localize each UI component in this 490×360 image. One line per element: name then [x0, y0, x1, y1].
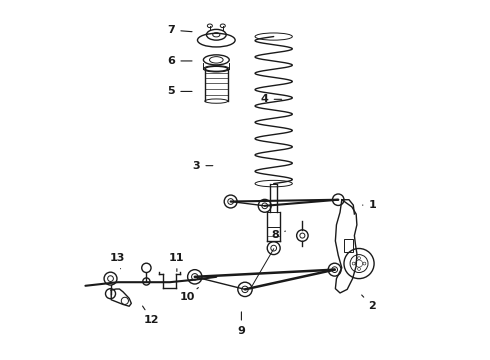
Text: 12: 12: [143, 306, 160, 325]
Text: 9: 9: [238, 312, 245, 336]
Text: 3: 3: [193, 161, 213, 171]
Text: 6: 6: [168, 56, 192, 66]
Text: 5: 5: [168, 86, 192, 96]
Bar: [343, 239, 353, 252]
Text: 4: 4: [261, 94, 282, 104]
Text: 7: 7: [168, 25, 192, 35]
Text: 1: 1: [363, 200, 376, 210]
Text: 13: 13: [110, 253, 125, 269]
Text: 8: 8: [271, 230, 285, 239]
Text: 10: 10: [180, 288, 198, 302]
Text: 11: 11: [169, 253, 185, 271]
Text: 2: 2: [362, 295, 376, 311]
